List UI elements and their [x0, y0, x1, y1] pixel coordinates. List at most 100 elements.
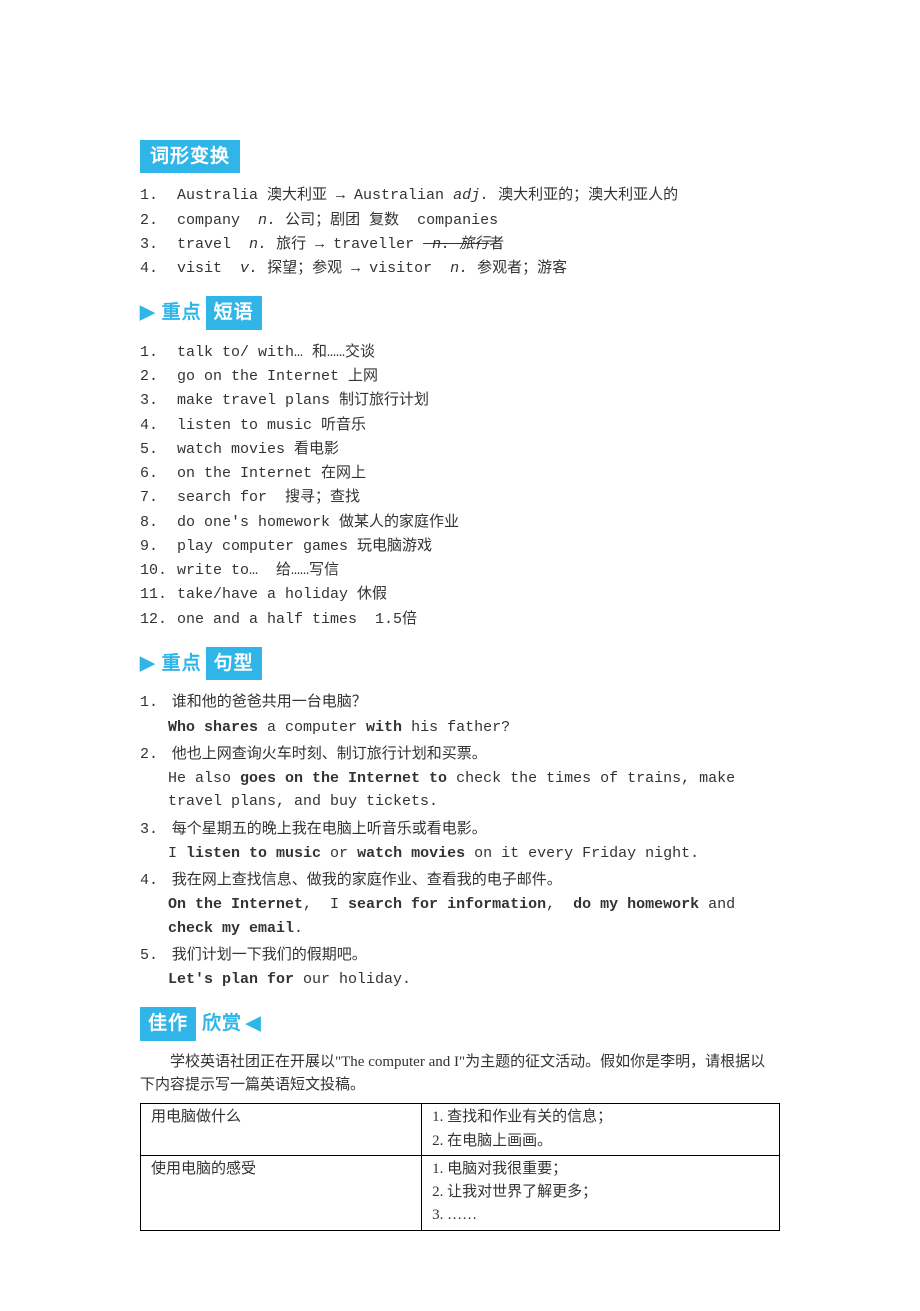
text-segment: 公司；剧团 复数 companies [276, 209, 498, 232]
header-part-b: 欣赏 [196, 1007, 246, 1040]
arrow-right-icon: ▶ [140, 647, 162, 680]
sentence-item: 4. 我在网上查找信息、做我的家庭作业、查看我的电子邮件。On the Inte… [140, 869, 780, 940]
text-segment: 探望；参观 → visitor [258, 257, 441, 280]
list-item: 2. company n. 公司；剧团 复数 companies [140, 209, 780, 232]
list-item: 12. one and a half times 1.5倍 [140, 608, 780, 631]
answer-text: Who shares a computer with his father? [168, 716, 780, 739]
header-part-a: 重点 [162, 296, 206, 329]
list-item: 2. go on the Internet 上网 [140, 365, 780, 388]
list-item: 10. write to… 给……写信 [140, 559, 780, 582]
item-number: 5. [140, 944, 168, 967]
sentence-item: 3. 每个星期五的晚上我在电脑上听音乐或看电影。I listen to musi… [140, 818, 780, 866]
text-segment: or [321, 845, 357, 862]
text-segment: Australia 澳大利亚 → Australian [168, 184, 453, 207]
text-segment: visit [168, 257, 231, 280]
item-number: 1. [140, 184, 168, 207]
question-text: 我们计划一下我们的假期吧。 [168, 944, 367, 967]
list-item: 7. search for 搜寻；查找 [140, 486, 780, 509]
text-segment: write to… 给……写信 [168, 559, 339, 582]
text-segment: listen to music 听音乐 [168, 414, 366, 437]
item-number: 2. [140, 209, 168, 232]
text-segment: do my homework [573, 896, 699, 913]
table-row: 使用电脑的感受1. 电脑对我很重要；2. 让我对世界了解更多；3. …… [141, 1155, 780, 1230]
item-number: 2. [140, 365, 168, 388]
answer-text: He also goes on the Internet to check th… [168, 767, 780, 814]
header-part-b: 句型 [206, 647, 262, 680]
item-number: 2. [140, 743, 168, 766]
text-segment: n. 旅行 [423, 233, 489, 256]
list-item: 4. visit v. 探望；参观 → visitor n. 参观者；游客 [140, 257, 780, 280]
section-header-word-forms: 词形变换 [140, 140, 240, 173]
header-part-a: 佳作 [140, 1007, 196, 1040]
list-item: 6. on the Internet 在网上 [140, 462, 780, 485]
text-segment: a computer [258, 719, 366, 736]
text-segment: 参观者；游客 [468, 257, 567, 280]
item-number: 1. [140, 691, 168, 714]
text-segment: with [366, 719, 402, 736]
sentences-list: 1. 谁和他的爸爸共用一台电脑？Who shares a computer wi… [140, 691, 780, 991]
arrow-right-icon: ▶ [140, 296, 162, 329]
text-segment: v. [231, 257, 258, 280]
text-segment: On the Internet [168, 896, 303, 913]
text-segment: check my email [168, 920, 294, 937]
item-number: 9. [140, 535, 168, 558]
text-segment: go on the Internet 上网 [168, 365, 378, 388]
text-segment: He also [168, 770, 240, 787]
text-segment: talk to/ with… 和……交谈 [168, 341, 375, 364]
item-number: 4. [140, 257, 168, 280]
text-segment: listen to music [186, 845, 321, 862]
answer-text: Let's plan for our holiday. [168, 968, 780, 991]
table-cell-right: 1. 查找和作业有关的信息；2. 在电脑上画画。 [422, 1104, 780, 1156]
question-text: 每个星期五的晚上我在电脑上听音乐或看电影。 [168, 818, 487, 841]
text-segment: n. [441, 257, 468, 280]
sentence-item: 1. 谁和他的爸爸共用一台电脑？Who shares a computer wi… [140, 691, 780, 739]
text-segment: make travel plans 制订旅行计划 [168, 389, 429, 412]
text-segment: 者 [489, 233, 504, 256]
text-segment: Who shares [168, 719, 258, 736]
item-number: 4. [140, 414, 168, 437]
header-part-a: 重点 [162, 647, 206, 680]
text-segment: , [546, 896, 573, 913]
table-cell-left: 使用电脑的感受 [141, 1155, 422, 1230]
list-item: 4. listen to music 听音乐 [140, 414, 780, 437]
text-segment: on it every Friday night. [465, 845, 699, 862]
list-item: 1. Australia 澳大利亚 → Australian adj. 澳大利亚… [140, 184, 780, 207]
list-item: 9. play computer games 玩电脑游戏 [140, 535, 780, 558]
answer-text: On the Internet, I search for informatio… [168, 893, 780, 940]
list-item: 11. take/have a holiday 休假 [140, 583, 780, 606]
list-item: 3. make travel plans 制订旅行计划 [140, 389, 780, 412]
section-header-phrases: ▶ 重点 短语 [140, 296, 262, 329]
text-segment: play computer games 玩电脑游戏 [168, 535, 432, 558]
item-number: 8. [140, 511, 168, 534]
text-segment: do one's homework 做某人的家庭作业 [168, 511, 459, 534]
text-segment: n. [240, 233, 267, 256]
sentence-item: 5. 我们计划一下我们的假期吧。Let's plan for our holid… [140, 944, 780, 992]
list-item: 8. do one's homework 做某人的家庭作业 [140, 511, 780, 534]
item-number: 11. [140, 583, 168, 606]
phrases-list: 1. talk to/ with… 和……交谈2. go on the Inte… [140, 341, 780, 631]
list-item: 5. watch movies 看电影 [140, 438, 780, 461]
text-segment: one and a half times 1.5倍 [168, 608, 417, 631]
table-cell-left: 用电脑做什么 [141, 1104, 422, 1156]
text-segment: 旅行 → traveller [267, 233, 423, 256]
table-cell-line: 3. …… [432, 1204, 769, 1227]
question-text: 我在网上查找信息、做我的家庭作业、查看我的电子邮件。 [168, 869, 562, 892]
text-segment: take/have a holiday 休假 [168, 583, 387, 606]
header-part-b: 短语 [206, 296, 262, 329]
text-segment: I [168, 845, 186, 862]
item-number: 1. [140, 341, 168, 364]
text-segment: n. [249, 209, 276, 232]
text-segment: company [168, 209, 249, 232]
list-item: 3. travel n. 旅行 → traveller n. 旅行者 [140, 233, 780, 256]
item-number: 10. [140, 559, 168, 582]
arrow-left-icon: ◀ [246, 1009, 262, 1038]
word-forms-list: 1. Australia 澳大利亚 → Australian adj. 澳大利亚… [140, 184, 780, 280]
question-text: 他也上网查询火车时刻、制订旅行计划和买票。 [168, 743, 487, 766]
item-number: 3. [140, 389, 168, 412]
item-number: 5. [140, 438, 168, 461]
table-cell-line: 1. 电脑对我很重要； [432, 1158, 769, 1181]
text-segment: . [294, 920, 303, 937]
text-segment: his father? [402, 719, 510, 736]
text-segment: watch movies 看电影 [168, 438, 339, 461]
question-text: 谁和他的爸爸共用一台电脑？ [168, 691, 367, 714]
